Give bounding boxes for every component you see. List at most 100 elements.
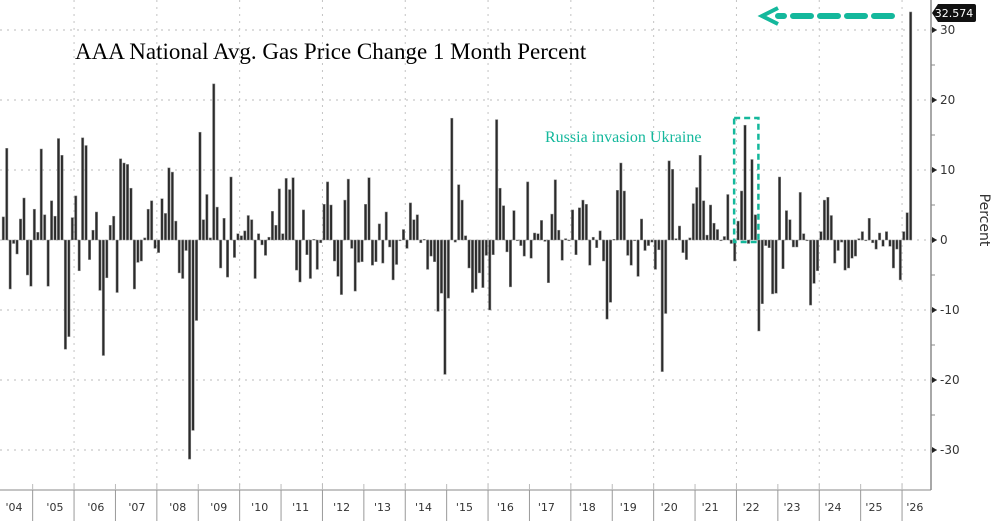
bar-2021-11: [729, 239, 733, 244]
bar-2017-10: [560, 239, 564, 261]
bar-2012-05: [336, 239, 340, 277]
bar-2015-12: [484, 239, 488, 256]
bar-2006-10: [105, 239, 109, 279]
y-tick-arrow: [932, 97, 937, 103]
bar-2010-12: [277, 188, 281, 241]
bar-2008-05: [170, 171, 174, 241]
bar-2018-02: [574, 239, 578, 255]
bar-2023-08: [802, 233, 806, 241]
bar-2016-04: [498, 187, 502, 241]
bar-2006-05: [88, 239, 91, 260]
bar-2004-10: [22, 197, 26, 241]
bar-2024-05: [833, 239, 837, 264]
bar-2014-05: [419, 239, 423, 244]
bar-2010-10: [270, 211, 274, 241]
bar-2019-12: [650, 239, 654, 243]
bar-2025-02: [864, 239, 868, 242]
bar-2023-03: [785, 210, 788, 241]
bar-2021-02: [698, 155, 702, 241]
bar-2009-09: [226, 239, 230, 278]
bar-2009-06: [215, 206, 219, 241]
bar-2018-11: [605, 239, 609, 320]
bar-2011-06: [298, 239, 302, 283]
x-tick-label: '14: [415, 501, 432, 514]
bar-2015-06: [464, 235, 468, 241]
bar-2023-07: [798, 192, 802, 241]
bar-series: [1, 11, 913, 460]
bar-2015-08: [471, 239, 474, 293]
bar-2006-08: [98, 239, 102, 291]
invasion-highlight-box: [732, 116, 760, 244]
bar-2024-10: [850, 239, 854, 259]
x-tick-label: '13: [374, 501, 391, 514]
bar-2019-03: [619, 162, 623, 241]
bar-2024-02: [822, 199, 826, 241]
bar-2016-09: [515, 239, 519, 242]
bar-2009-11: [233, 239, 236, 258]
bar-2011-11: [315, 239, 319, 270]
bar-2026-03: [909, 11, 913, 241]
bar-2015-11: [481, 239, 485, 288]
bar-2023-06: [795, 239, 799, 248]
bar-2022-04: [747, 239, 750, 244]
bar-2020-03: [660, 239, 664, 372]
bar-2013-08: [388, 239, 392, 248]
bar-2005-10: [63, 239, 67, 350]
bar-2020-05: [667, 160, 671, 241]
bar-2010-09: [267, 236, 271, 241]
bar-2008-04: [167, 167, 171, 241]
bar-2009-08: [222, 218, 226, 241]
bar-2005-05: [46, 239, 50, 287]
bar-2019-11: [647, 239, 650, 246]
x-tick-label: '24: [824, 501, 841, 514]
y-axis-label: Percent: [976, 194, 992, 247]
y-tick-arrow: [932, 377, 937, 383]
bar-2005-09: [60, 155, 64, 241]
bar-2021-04: [705, 234, 709, 241]
bar-2016-07: [509, 239, 512, 288]
bar-2018-08: [595, 239, 599, 248]
bar-2007-03: [122, 162, 126, 241]
bar-2013-11: [398, 239, 402, 242]
bar-2017-01: [529, 239, 533, 259]
bar-2014-07: [426, 239, 430, 270]
bar-2020-10: [684, 239, 688, 260]
bar-2018-06: [588, 239, 592, 266]
y-tick-label: 10: [940, 163, 955, 177]
bar-2017-08: [553, 179, 557, 241]
bar-2017-04: [540, 220, 543, 241]
bar-2016-03: [495, 119, 499, 241]
bar-2018-05: [584, 204, 588, 241]
bar-2015-02: [450, 117, 454, 241]
bar-2014-04: [415, 214, 419, 241]
bar-2025-07: [881, 239, 885, 247]
bar-2021-10: [726, 194, 730, 241]
x-tick-label: '07: [128, 501, 145, 514]
bar-2017-07: [550, 213, 554, 241]
bar-2016-08: [512, 210, 516, 241]
bar-2005-06: [50, 200, 54, 241]
bar-2017-05: [543, 239, 547, 242]
bar-2014-12: [443, 239, 447, 375]
chart-title: AAA National Avg. Gas Price Change 1 Mon…: [75, 39, 587, 64]
bar-2004-09: [19, 218, 23, 241]
bar-2020-09: [681, 239, 685, 253]
y-tick-label: 0: [940, 233, 948, 247]
bar-2012-03: [329, 204, 333, 241]
x-tick-label: '08: [169, 501, 186, 514]
bar-2016-06: [505, 239, 509, 253]
bar-2025-04: [871, 239, 875, 244]
bar-2011-01: [281, 233, 285, 241]
x-tick-label: '05: [46, 501, 63, 514]
bar-2005-04: [43, 214, 47, 241]
last-value-label: 32.574: [935, 7, 974, 20]
bar-2019-09: [640, 218, 643, 241]
bar-2006-02: [77, 239, 81, 272]
bar-2022-01: [736, 220, 740, 241]
bar-2006-11: [108, 225, 112, 241]
annotation-label: Russia invasion Ukraine: [545, 129, 701, 146]
bar-2022-03: [743, 124, 747, 241]
bar-2006-06: [91, 229, 95, 241]
bar-2018-03: [578, 207, 581, 241]
